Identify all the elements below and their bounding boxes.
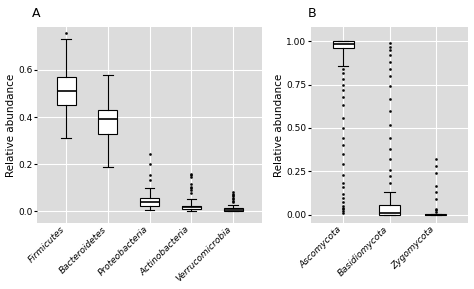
Y-axis label: Relative abundance: Relative abundance (273, 74, 283, 177)
PathPatch shape (379, 205, 400, 215)
PathPatch shape (140, 198, 159, 205)
Text: B: B (308, 7, 316, 20)
PathPatch shape (224, 208, 243, 211)
PathPatch shape (99, 110, 117, 134)
PathPatch shape (333, 41, 354, 48)
Y-axis label: Relative abundance: Relative abundance (6, 74, 16, 177)
PathPatch shape (57, 77, 75, 105)
Text: A: A (32, 7, 41, 20)
PathPatch shape (182, 205, 201, 209)
